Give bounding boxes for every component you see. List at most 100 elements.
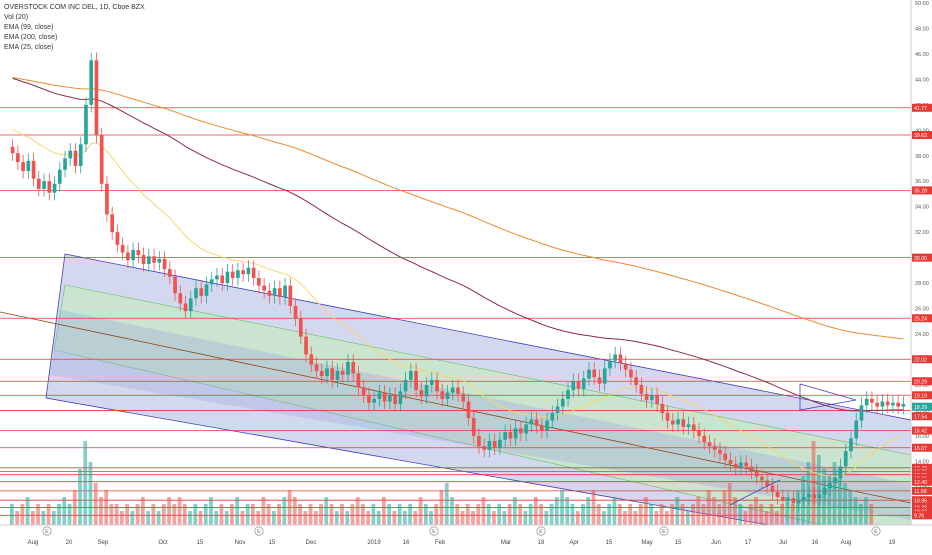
price-label-box — [912, 391, 932, 400]
volume-bar — [277, 504, 281, 525]
price-tick-label: 38.00 — [915, 154, 929, 160]
candle-body — [47, 181, 52, 193]
candle-body — [718, 449, 722, 454]
candle-body — [10, 146, 15, 154]
candle-body — [346, 362, 350, 375]
volume-bar — [193, 504, 198, 525]
volume-bar — [214, 511, 219, 525]
candle-body — [204, 284, 209, 296]
candle-body — [524, 424, 528, 434]
earnings-marker-label: E — [662, 529, 666, 535]
candle-body — [534, 419, 539, 426]
candle-body — [84, 104, 88, 145]
volume-bar — [743, 511, 748, 525]
price-tick-label: 14.00 — [915, 459, 929, 465]
price-label: 39.63 — [914, 133, 927, 139]
candle-body — [555, 406, 560, 413]
volume-bar — [502, 511, 507, 525]
candle-body — [450, 387, 455, 393]
volume-bar — [827, 476, 832, 525]
price-tick-label: 16.00 — [915, 434, 929, 440]
volume-bar — [623, 511, 627, 525]
candle-body — [57, 169, 62, 184]
candle-body — [403, 379, 408, 392]
volume-bar — [869, 504, 874, 525]
volume-bar — [822, 469, 826, 525]
volume-bar — [586, 497, 591, 525]
volume-bar — [99, 497, 103, 525]
volume-bar — [460, 511, 465, 525]
candle-body — [676, 419, 680, 425]
volume-bar — [308, 504, 313, 525]
candle-body — [581, 378, 586, 389]
volume-bar — [790, 504, 795, 525]
price-label-box — [912, 377, 932, 386]
candle-body — [304, 336, 308, 355]
indicator-ema99[interactable]: EMA (99, close) — [4, 24, 54, 31]
volume-bar — [15, 511, 19, 525]
volume-bar — [271, 511, 276, 525]
candle-body — [833, 477, 838, 483]
volume-bar — [864, 497, 868, 525]
candle-body — [126, 252, 130, 261]
indicator-ema25[interactable]: EMA (25, close) — [4, 44, 54, 51]
volume-bar — [664, 511, 669, 525]
price-label-box — [912, 412, 932, 421]
volume-bar — [706, 490, 711, 525]
volume-bar — [837, 469, 842, 525]
volume-bar — [130, 511, 135, 525]
volume-bar — [62, 497, 67, 525]
volume-bar — [418, 497, 423, 525]
time-axis: Aug 20 Sep Oct 15 Nov 15 Dec 2019 16 Feb Mar 18 Apr 15… — [0, 524, 932, 550]
volume-bar — [848, 490, 853, 525]
volume-bar — [350, 504, 355, 525]
volume-bar — [156, 511, 161, 525]
price-label: 12.40 — [914, 480, 927, 486]
volume-bar — [659, 504, 664, 525]
time-tick-label: 17 — [745, 540, 752, 546]
volume-bar — [266, 504, 271, 525]
candle-body — [293, 306, 298, 319]
price-axis: 50.0048.0046.0044.0042.0040.0038.0036.00… — [910, 0, 932, 550]
candle-body — [419, 390, 424, 397]
price-label-box — [912, 131, 932, 140]
price-tick-label: 18.00 — [915, 408, 929, 414]
candle-body — [817, 494, 822, 499]
candle-body — [503, 432, 507, 440]
indicator-ema200[interactable]: EMA (200, close) — [4, 34, 58, 41]
volume-bar — [670, 504, 674, 525]
volume-bar — [696, 497, 701, 525]
volume-bar — [36, 504, 40, 525]
volume-bar — [675, 497, 680, 525]
volume-bar — [649, 504, 653, 525]
volume-bar — [355, 497, 360, 525]
candle-body — [272, 288, 277, 296]
candle-body — [597, 377, 602, 384]
indicator-volume[interactable]: Vol (20) — [4, 14, 29, 21]
price-tick-label: 36.00 — [915, 179, 929, 185]
candle-body — [712, 446, 717, 450]
volume-bar — [544, 511, 549, 525]
volume-bar — [334, 511, 339, 525]
candle-body — [194, 288, 198, 299]
candle-body — [398, 391, 403, 405]
candle-body — [251, 267, 256, 279]
price-label-box — [912, 426, 932, 435]
candle-body — [36, 178, 41, 189]
volume-bar — [560, 490, 564, 525]
candle-body — [110, 214, 115, 233]
candle-body — [445, 392, 450, 399]
volume-bar — [135, 504, 140, 525]
volume-bar — [83, 441, 88, 525]
price-label: 18.29 — [914, 405, 927, 411]
candle-body — [791, 498, 796, 504]
volume-bar — [633, 511, 638, 525]
volume-bar — [329, 504, 334, 525]
volume-bar — [120, 511, 124, 525]
candle-body — [801, 496, 806, 501]
candle-body — [854, 420, 859, 439]
volume-bar — [287, 490, 292, 525]
time-tick-label: 20 — [66, 540, 73, 546]
